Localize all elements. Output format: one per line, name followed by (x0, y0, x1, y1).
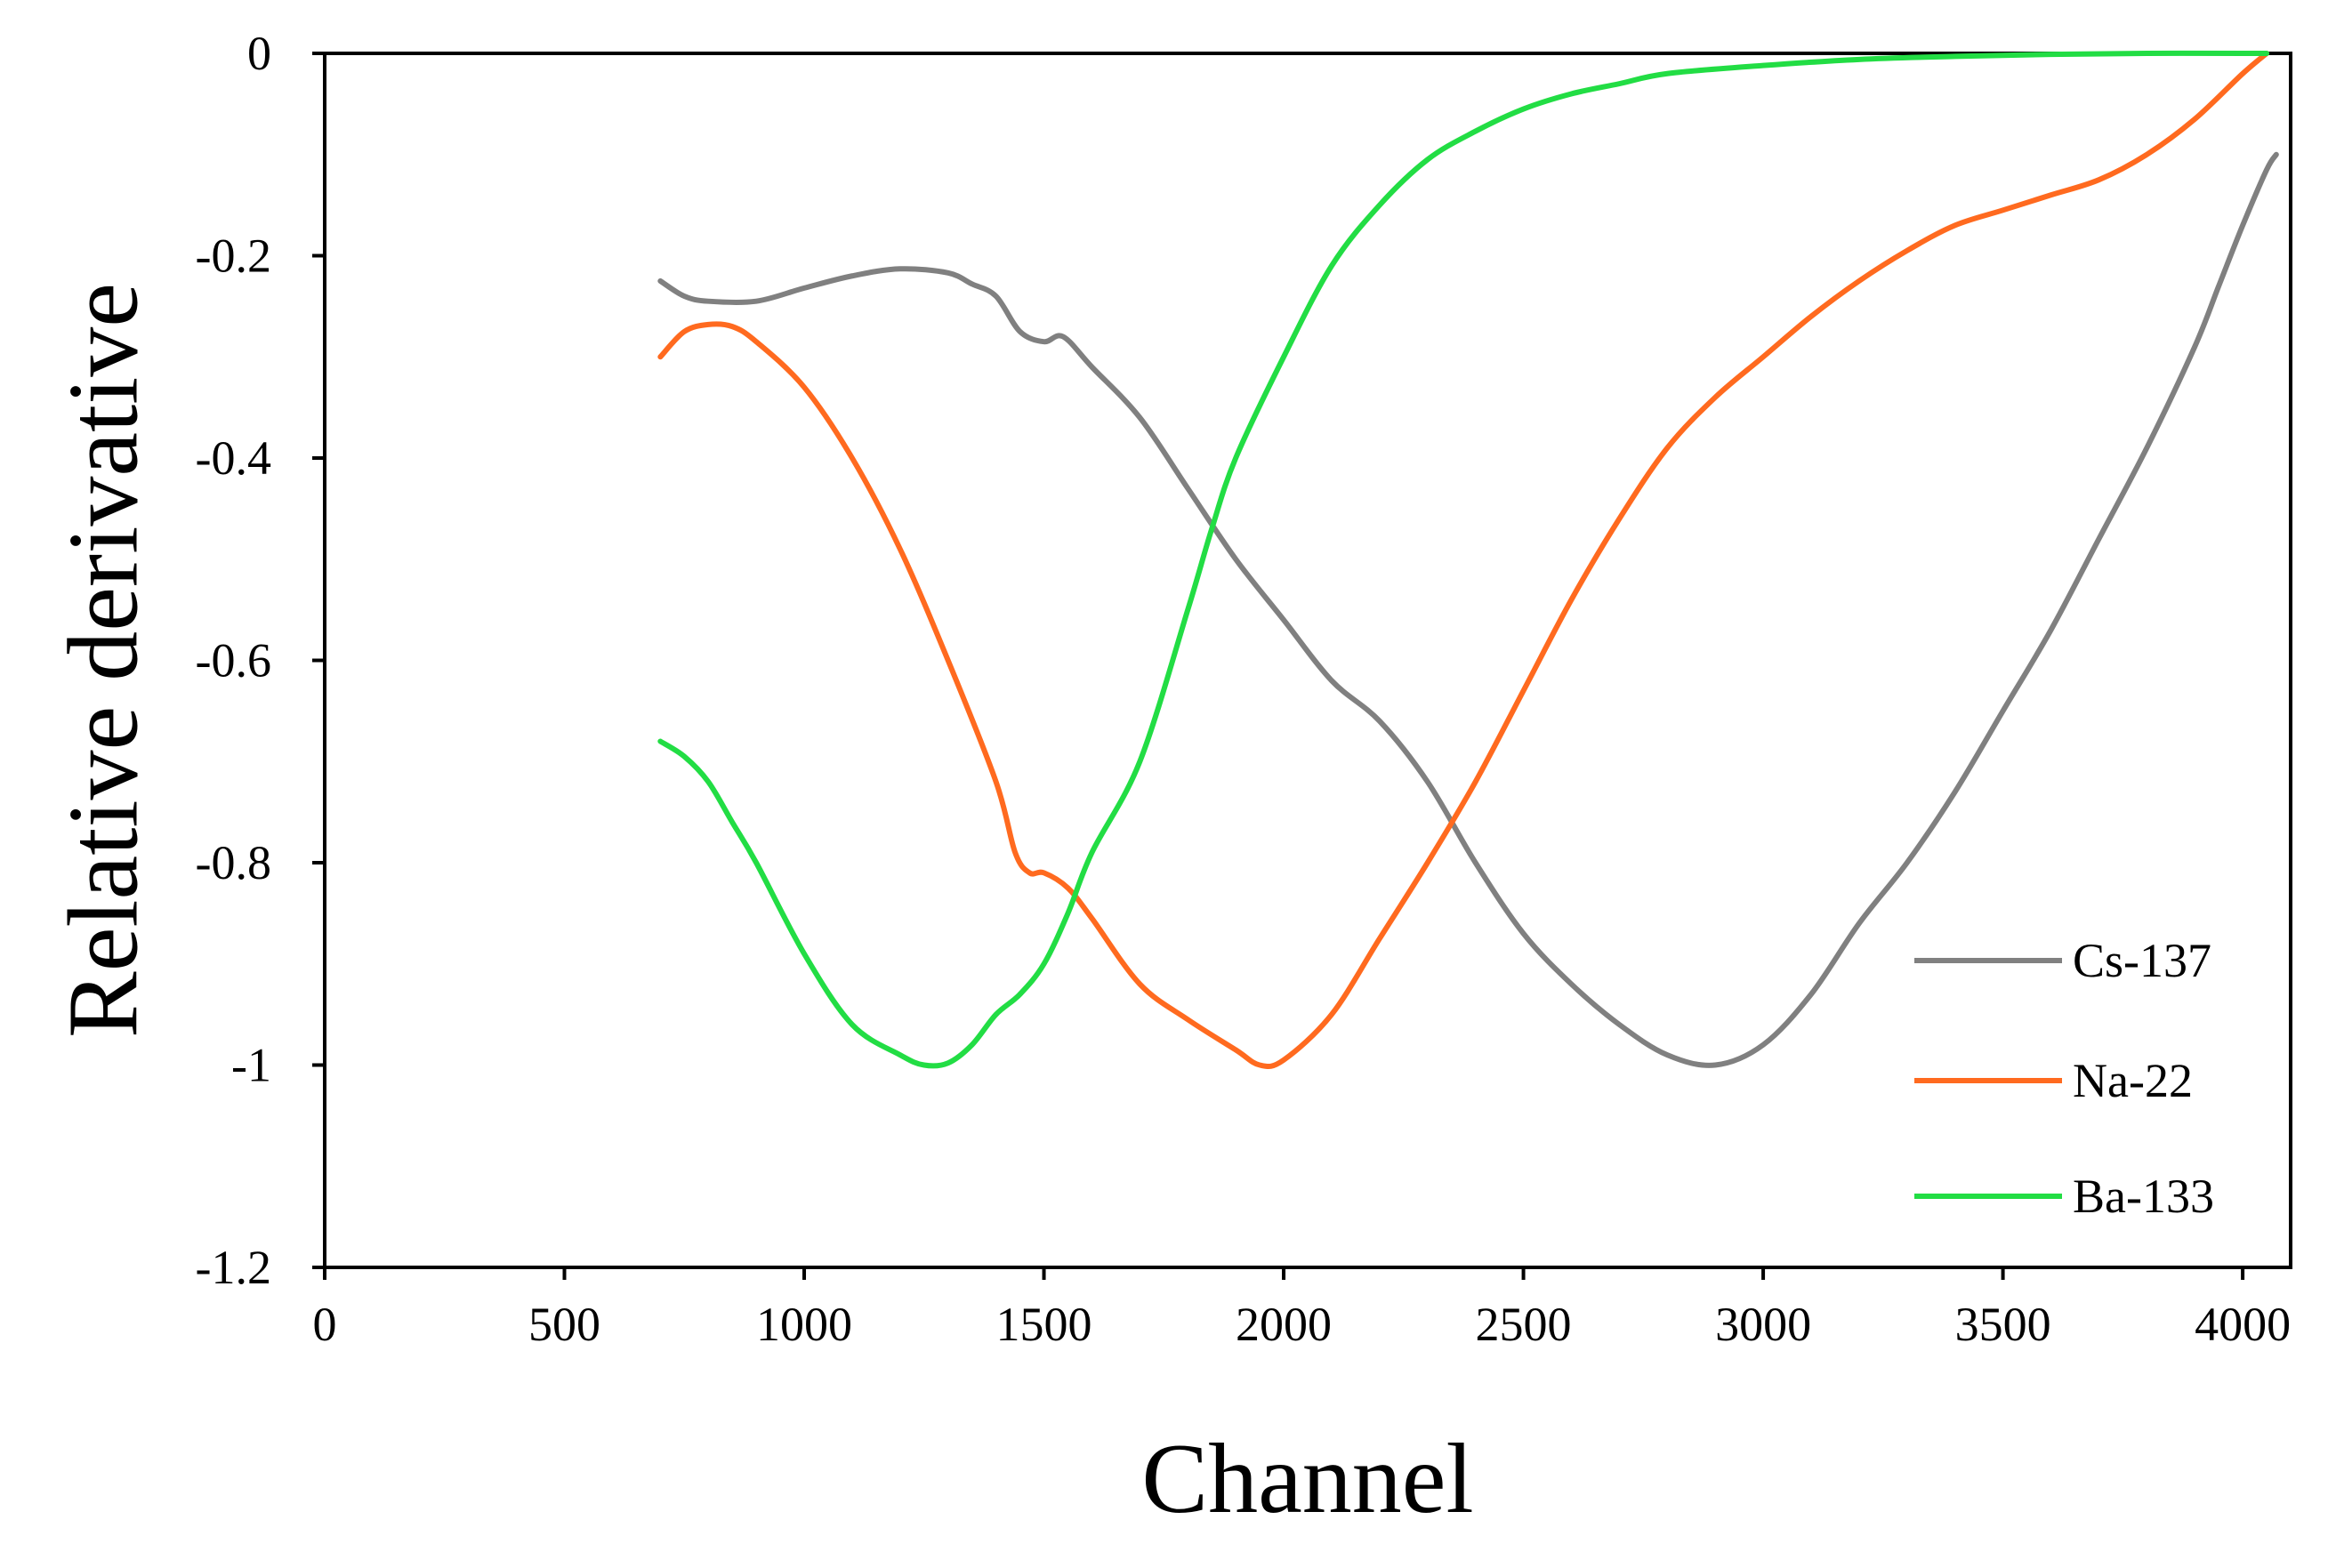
series-line-na-22 (657, 51, 2270, 1070)
x-axis: 0 500 1000 1500 2000 2500 3000 3500 4000 (313, 1267, 2291, 1351)
y-tick-label: -0.4 (196, 431, 271, 485)
x-tick-label: 0 (313, 1298, 337, 1351)
legend-label: Ba-133 (2073, 1170, 2214, 1223)
y-tick-label: -0.2 (196, 229, 271, 283)
x-tick-label: 4000 (2195, 1298, 2291, 1351)
x-tick-label: 2000 (1236, 1298, 1332, 1351)
x-tick-label: 3500 (1955, 1298, 2051, 1351)
y-tick-label: 0 (247, 27, 271, 80)
x-tick-label: 2500 (1476, 1298, 1572, 1351)
series-line-ba-133 (657, 50, 2270, 1069)
x-axis-title: Channel (1141, 1424, 1473, 1534)
y-axis: 0 -0.2 -0.4 -0.6 -0.8 -1 -1.2 (196, 27, 325, 1294)
y-tick-label: -0.6 (196, 634, 271, 688)
legend-label: Na-22 (2073, 1054, 2193, 1107)
y-tick-label: -1.2 (196, 1241, 271, 1294)
series-layer (657, 50, 2279, 1070)
x-tick-label: 1000 (756, 1298, 852, 1351)
legend-label: Cs-137 (2073, 934, 2211, 987)
y-axis-title: Relative derivative (49, 283, 159, 1038)
y-tick-label: -1 (231, 1039, 271, 1092)
y-tick-label: -0.8 (196, 836, 271, 889)
plot-area (323, 52, 2292, 1269)
x-tick-label: 1500 (996, 1298, 1092, 1351)
plot-frame (323, 52, 2292, 1269)
legend: Cs-137 Na-22 Ba-133 (1914, 934, 2214, 1223)
x-tick-label: 3000 (1715, 1298, 1811, 1351)
series-line-cs-137 (657, 151, 2279, 1068)
x-tick-label: 500 (528, 1298, 600, 1351)
